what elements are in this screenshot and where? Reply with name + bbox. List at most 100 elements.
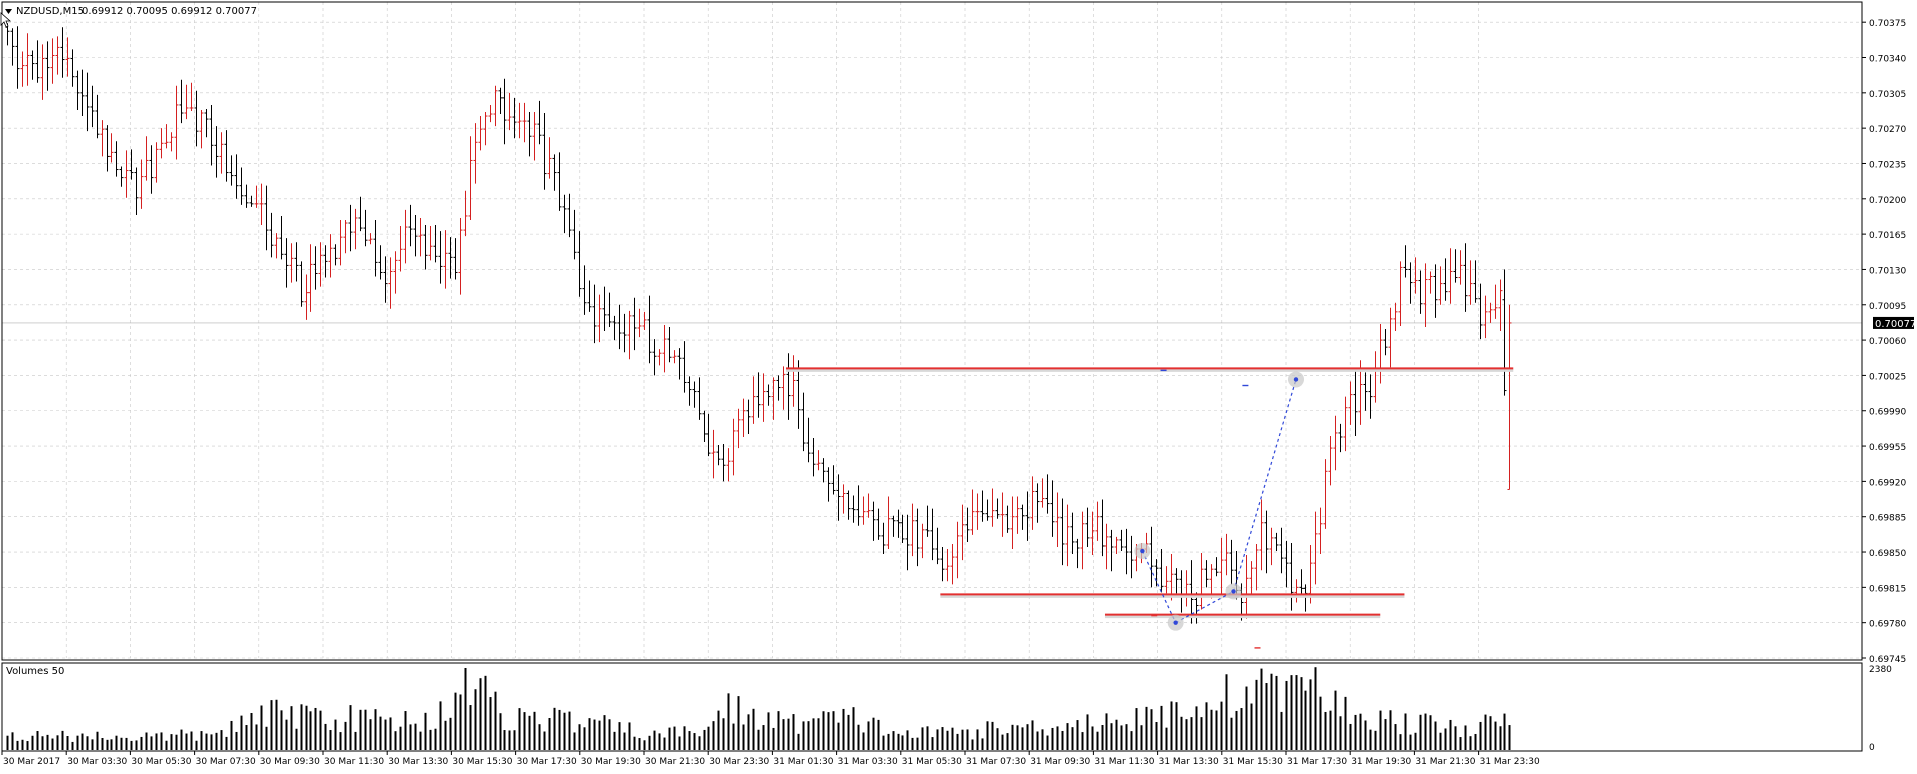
ohlc-bar — [652, 339, 657, 376]
ohlc-bar — [194, 90, 199, 147]
anchor-point[interactable] — [1293, 377, 1299, 382]
ohlc-bar — [905, 514, 910, 571]
ohlc-bar — [866, 493, 871, 518]
ohlc-bar — [1154, 559, 1159, 587]
y-tick-label: 0.70270 — [1869, 125, 1906, 135]
ohlc-bar — [980, 490, 985, 522]
ohlc-bar — [1393, 302, 1398, 332]
ohlc-bar — [189, 82, 194, 111]
x-tick-label: 31 Mar 15:30 — [1223, 757, 1283, 767]
ohlc-bar — [1443, 258, 1448, 301]
ohlc-bar — [105, 125, 110, 172]
volume-tick-label: 2380 — [1869, 665, 1892, 675]
ohlc-bar — [149, 145, 154, 194]
ohlc-bar — [1124, 528, 1129, 575]
ohlc-bar — [572, 209, 577, 260]
anchor-point[interactable] — [1140, 548, 1145, 554]
ohlc-bar — [1025, 491, 1030, 541]
x-tick-label: 30 Mar 19:30 — [581, 757, 641, 767]
dropdown-triangle-icon[interactable] — [5, 9, 12, 14]
ohlc-bar — [1199, 553, 1204, 610]
y-tick-label: 0.70235 — [1869, 160, 1906, 170]
ohlc-bar — [179, 79, 184, 124]
ohlc-bar — [935, 527, 940, 565]
ohlc-bar — [478, 116, 483, 151]
y-tick-label: 0.69990 — [1869, 408, 1906, 418]
anchor-point[interactable] — [1173, 620, 1178, 625]
ohlc-bar — [1219, 537, 1224, 597]
ohlc-label: 0.69912 0.70095 0.69912 0.70077 — [82, 6, 257, 17]
ohlc-bar — [841, 484, 846, 514]
y-tick-label: 0.69850 — [1869, 549, 1906, 559]
ohlc-bar — [1289, 542, 1294, 611]
ohlc-bar — [1488, 302, 1493, 323]
ohlc-bar — [682, 341, 687, 393]
y-tick-label: 0.70375 — [1869, 19, 1906, 29]
ohlc-bar — [1294, 579, 1299, 603]
x-tick-label: 30 Mar 23:30 — [709, 757, 769, 767]
x-tick-label: 30 Mar 05:30 — [131, 757, 191, 767]
x-tick-label: 30 Mar 15:30 — [452, 757, 512, 767]
ohlc-bar — [124, 150, 129, 198]
trend-dotted-line[interactable] — [1175, 590, 1234, 624]
symbol-label: NZDUSD,M15 — [16, 6, 84, 17]
trend-dotted-line[interactable] — [1232, 379, 1297, 592]
ohlc-bar — [552, 154, 557, 191]
ohlc-bar — [363, 209, 368, 247]
ohlc-bar — [139, 159, 144, 209]
ohlc-bar — [70, 49, 75, 87]
trend-dotted-line[interactable] — [1141, 550, 1177, 623]
x-tick-label: 30 Mar 2017 — [3, 757, 60, 767]
ohlc-bar — [881, 522, 886, 555]
ohlc-bar — [1030, 476, 1035, 530]
ohlc-bar — [851, 495, 856, 523]
x-tick-label: 30 Mar 07:30 — [196, 757, 256, 767]
ohlc-bar — [567, 193, 572, 238]
ohlc-bar — [910, 503, 915, 557]
ohlc-bar — [1333, 415, 1338, 471]
ohlc-bar — [1453, 249, 1458, 283]
ohlc-bar — [1408, 262, 1413, 304]
ohlc-bar — [1040, 478, 1045, 508]
ohlc-bar — [826, 467, 831, 502]
ohlc-bar — [304, 274, 309, 320]
ohlc-bar — [493, 85, 498, 127]
ohlc-bar — [602, 286, 607, 332]
ohlc-bar — [1050, 480, 1055, 537]
ohlc-bar — [970, 489, 975, 535]
ohlc-bar — [801, 392, 806, 452]
ohlc-bar — [736, 408, 741, 449]
ohlc-bar — [294, 242, 299, 282]
y-tick-label: 0.69955 — [1869, 443, 1906, 453]
ohlc-bar — [154, 142, 159, 183]
ohlc-bar — [1149, 526, 1154, 588]
ohlc-bar — [1448, 248, 1453, 304]
ohlc-bar — [522, 102, 527, 143]
x-tick-label: 31 Mar 11:30 — [1094, 757, 1154, 767]
ohlc-bar — [990, 488, 995, 527]
ohlc-bar — [542, 113, 547, 190]
ohlc-bar — [662, 324, 667, 373]
anchor-point[interactable] — [1231, 589, 1236, 594]
ohlc-bar — [1388, 307, 1393, 368]
ohlc-bar — [1214, 557, 1219, 577]
annotations[interactable] — [785, 367, 1514, 649]
ohlc-bar — [985, 499, 990, 521]
ohlc-bar — [438, 231, 443, 284]
x-tick-label: 31 Mar 07:30 — [966, 757, 1026, 767]
ohlc-bar — [55, 36, 60, 75]
ohlc-bar — [199, 109, 204, 149]
ohlc-bar — [323, 245, 328, 278]
ohlc-bar — [129, 149, 134, 180]
ohlc-bar — [1159, 549, 1164, 593]
ohlc-bar — [269, 212, 274, 258]
ohlc-bar — [726, 448, 731, 482]
ohlc-bar — [1463, 243, 1468, 312]
ohlc-bar — [1035, 483, 1040, 523]
ohlc-bar — [60, 27, 65, 78]
ohlc-bar — [45, 41, 50, 91]
ohlc-bar — [398, 226, 403, 272]
